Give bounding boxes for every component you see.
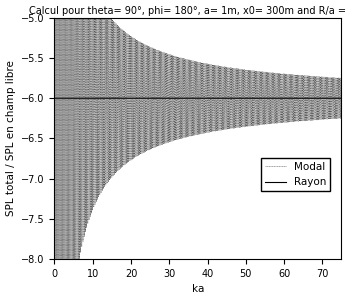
Modal <box>321 76 325 79</box>
Rayon <box>237 96 241 100</box>
Rayon <box>52 96 57 100</box>
Rayon <box>258 96 262 100</box>
Y-axis label: SPL total / SPL en champ libre: SPL total / SPL en champ libre <box>6 61 16 216</box>
Rayon <box>226 96 230 100</box>
Modal <box>339 116 344 120</box>
Modal <box>124 114 128 117</box>
Legend: Modal, Rayon: Modal, Rayon <box>261 158 330 191</box>
Rayon <box>124 96 128 100</box>
Title: Calcul pour theta= 90°, phi= 180°, a= 1m, x0= 300m and R/a = 300: Calcul pour theta= 90°, phi= 180°, a= 1m… <box>29 6 347 16</box>
Modal <box>237 68 241 71</box>
Rayon <box>321 96 325 100</box>
Modal <box>188 107 192 111</box>
Modal <box>226 81 230 85</box>
Line: Modal: Modal <box>54 0 341 300</box>
Rayon <box>339 96 344 100</box>
Modal <box>258 101 262 104</box>
X-axis label: ka: ka <box>192 284 204 294</box>
Rayon <box>188 96 192 100</box>
